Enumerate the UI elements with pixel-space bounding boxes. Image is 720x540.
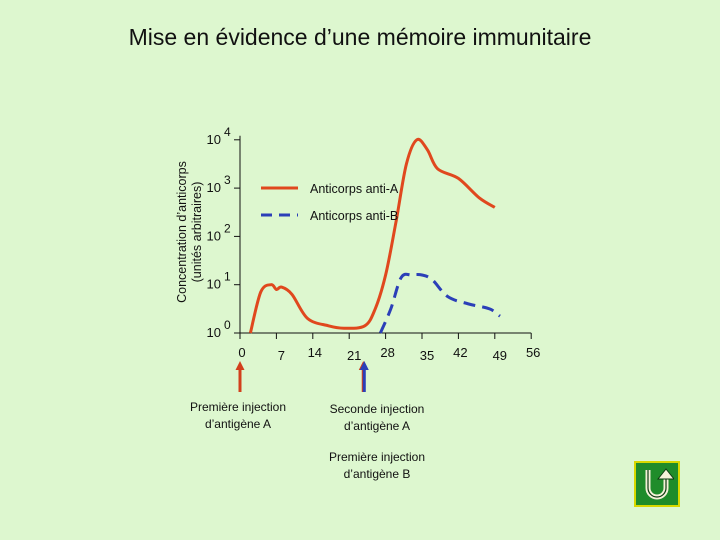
x-tick-label: 14	[308, 345, 322, 360]
y-tick-label: 10	[207, 132, 221, 147]
first-injection-a-label: Première injection d’antigène A	[189, 400, 287, 431]
legend: Anticorps anti-A Anticorps anti-B	[261, 182, 399, 223]
slide-title: Mise en évidence d’une mémoire immunitai…	[128, 24, 592, 50]
y-tick-exponent: 2	[224, 221, 231, 235]
u-turn-arrow-icon	[645, 468, 674, 500]
y-axis-label: Concentration d’anticorps(unités arbitra…	[175, 161, 204, 303]
injection-arrows	[235, 361, 369, 392]
x-tick-label: 28	[380, 345, 394, 360]
x-tick-label: 42	[453, 345, 467, 360]
y-tick-label: 10	[207, 325, 221, 340]
x-tick-label: 49	[493, 348, 507, 363]
legend-label-anti-a: Anticorps anti-A	[310, 182, 399, 196]
series-anti-b-line	[379, 272, 501, 334]
axes	[239, 135, 532, 334]
x-tick-label: 35	[420, 348, 434, 363]
x-tick-label: 7	[278, 348, 285, 363]
second-injection-a-label: Seconde injection d’antigène A	[329, 402, 425, 433]
y-tick-exponent: 3	[224, 173, 231, 187]
first-injection-b-label: Première injection d’antigène B	[328, 450, 426, 481]
y-tick-exponent: 0	[224, 318, 231, 332]
y-tick-exponent: 1	[224, 270, 231, 284]
axis-ticks: 10 010 110 210 310 40 7 14 21 28 35 42 49 56	[207, 125, 541, 363]
x-tick-label: 0	[238, 345, 245, 360]
y-tick-label: 10	[207, 228, 221, 243]
x-tick-label: 56	[526, 345, 540, 360]
series-anti-a-line	[248, 137, 496, 334]
y-tick-exponent: 4	[224, 125, 231, 139]
injection-arrowhead-1	[235, 361, 245, 370]
x-tick-label: 21	[347, 348, 361, 363]
legend-label-anti-b: Anticorps anti-B	[310, 209, 398, 223]
return-button[interactable]	[634, 461, 680, 507]
injection-arrowhead-3	[359, 361, 369, 370]
y-tick-label: 10	[207, 277, 221, 292]
y-tick-label: 10	[207, 180, 221, 195]
series-layer	[248, 137, 501, 334]
